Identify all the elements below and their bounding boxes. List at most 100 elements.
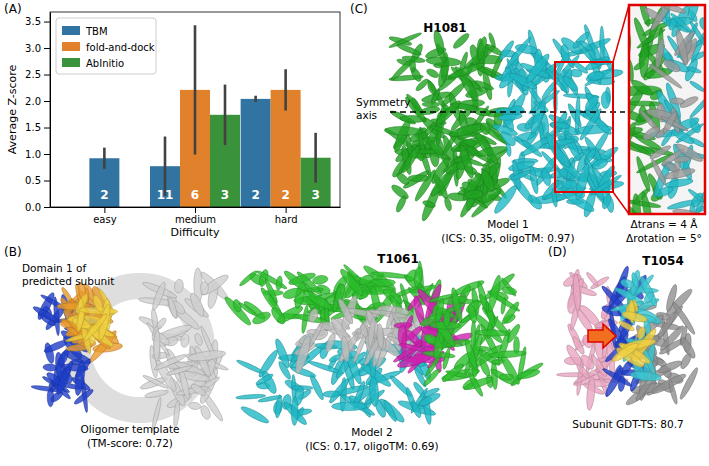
ribbon (585, 271, 599, 287)
ribbon (630, 78, 655, 98)
ribbon (467, 371, 485, 397)
ribbon (82, 312, 109, 343)
ribbon (550, 144, 572, 169)
error-bar (194, 25, 197, 154)
legend-swatch (62, 42, 80, 51)
ribbon (275, 276, 283, 291)
ribbon (425, 67, 439, 79)
ribbon (413, 266, 423, 288)
axis-annotation: Symmetry (356, 96, 410, 108)
zoom-frame (629, 5, 705, 214)
ribbon (54, 365, 73, 395)
ribbon (478, 357, 492, 377)
symmetry-axis (390, 111, 625, 113)
y-tick: 1.0 (25, 149, 50, 160)
ribbon (649, 144, 672, 161)
ribbon (427, 139, 446, 158)
y-tick-label: 1.0 (25, 149, 41, 160)
y-tick: 3.0 (25, 43, 50, 54)
ribbon (636, 326, 646, 340)
ribbon (443, 311, 451, 327)
ribbon (240, 404, 271, 425)
ribbon (618, 375, 626, 392)
ribbon (199, 404, 212, 420)
y-tick: 2.0 (25, 96, 50, 107)
count-label: 2 (281, 188, 289, 202)
ribbon (510, 169, 533, 182)
panel-c: (C)H1081SymmetryaxisModel 1(ICS: 0.35, o… (350, 0, 709, 244)
domain-yellow (65, 288, 118, 354)
error-bar (254, 96, 257, 102)
ribbon (340, 336, 350, 362)
zoom-caption: Δrotation = 5° (626, 232, 702, 244)
ribbon (476, 36, 488, 61)
ribbon (510, 106, 524, 115)
ribbon (180, 333, 190, 347)
ribbon (447, 61, 486, 81)
caption: (TM-score: 0.72) (87, 437, 173, 449)
y-tick-mark (44, 75, 50, 76)
ribbon (492, 183, 520, 215)
x-axis: easymediumhard (51, 207, 341, 225)
ribbon (631, 272, 640, 289)
ribbon (396, 42, 422, 56)
ribbon (255, 372, 274, 386)
ribbon (336, 297, 355, 325)
y-tick-label: 3.0 (25, 43, 41, 54)
ribbon (601, 91, 610, 108)
y-axis: 0.00.51.01.52.02.53.03.5 (25, 13, 50, 213)
ribbon (47, 388, 54, 407)
error-bar (314, 133, 317, 183)
y-tick: 3.5 (25, 16, 50, 27)
ribbon (291, 396, 298, 425)
ribbon (650, 158, 668, 186)
error-bar (103, 148, 106, 169)
ribbon (73, 360, 86, 396)
caption: (ICS: 0.35, oligoTM: 0.97) (441, 232, 574, 244)
ribbon (166, 364, 193, 376)
y-tick-label: 1.5 (25, 122, 41, 133)
x-tick-mark (286, 207, 287, 213)
annotation: predicted subunit (22, 275, 114, 287)
ribbon (60, 286, 73, 302)
legend-label: TBM (85, 26, 108, 37)
ribbon (167, 297, 178, 319)
ribbon (450, 287, 465, 324)
y-tick-label: 2.5 (25, 69, 41, 80)
y-tick-mark (44, 48, 50, 49)
ribbon (674, 141, 705, 164)
y-tick: 2.5 (25, 69, 50, 80)
count-label: 11 (157, 188, 174, 202)
x-tick-label: easy (93, 214, 116, 225)
y-tick-mark (44, 181, 50, 182)
subunit-cyan (610, 269, 663, 382)
panel-label: (C) (350, 2, 368, 16)
ribbon (479, 168, 497, 193)
ribbon (632, 187, 650, 205)
ribbon (332, 402, 368, 411)
ribbon (200, 282, 208, 295)
ribbon (603, 366, 625, 398)
zoom-gray (638, 5, 704, 214)
x-tick: hard (275, 207, 298, 225)
ribbon (376, 323, 384, 348)
panel-a: (A)211632230.00.51.01.52.02.53.03.5easym… (4, 2, 341, 239)
ribbon (144, 389, 169, 399)
y-tick-mark (44, 22, 50, 23)
legend-swatch (62, 58, 80, 67)
ribbon (422, 199, 436, 208)
zoom-link (613, 5, 629, 62)
y-tick-mark (44, 128, 50, 129)
y-tick-label: 0.0 (25, 202, 41, 213)
zoom-caption: Δtrans = 4 Å (631, 218, 699, 230)
ribbon (492, 123, 519, 138)
caption: (ICS: 0.17, oligoTM: 0.69) (305, 440, 438, 452)
ribbon (588, 68, 624, 81)
ribbon (573, 163, 591, 201)
ribbon (414, 77, 429, 92)
ribbon (662, 57, 682, 74)
arrow (588, 324, 616, 348)
ribbon (475, 145, 508, 159)
ribbon (686, 66, 702, 74)
ribbon (174, 279, 184, 294)
